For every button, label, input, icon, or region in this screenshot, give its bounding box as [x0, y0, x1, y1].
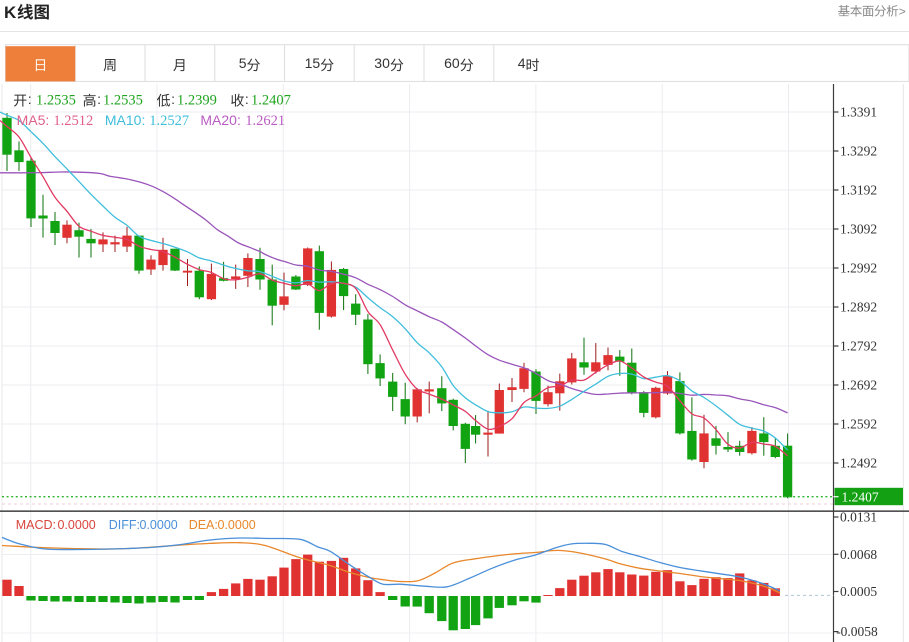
- svg-text:0.0000: 0.0000: [140, 518, 178, 532]
- svg-text:MACD:: MACD:: [16, 518, 56, 532]
- svg-text::: :: [28, 91, 32, 107]
- svg-text:0.0068: 0.0068: [840, 547, 877, 562]
- svg-text::: :: [171, 91, 175, 107]
- svg-text:DEA:: DEA:: [189, 518, 218, 532]
- svg-text:1.3391: 1.3391: [840, 105, 877, 120]
- svg-text:4: 4: [518, 55, 526, 71]
- svg-text:1.2512: 1.2512: [53, 113, 93, 129]
- svg-text:1.2535: 1.2535: [103, 93, 143, 109]
- svg-text:MA5:: MA5:: [17, 112, 50, 128]
- svg-text:1.2692: 1.2692: [840, 378, 877, 393]
- svg-text::: :: [97, 91, 101, 107]
- svg-text:1.2621: 1.2621: [245, 113, 285, 129]
- svg-text:0.0000: 0.0000: [218, 518, 256, 532]
- svg-text:1.3092: 1.3092: [840, 222, 877, 237]
- svg-text:0.0000: 0.0000: [58, 518, 96, 532]
- svg-text:1.2527: 1.2527: [149, 113, 189, 129]
- svg-text:1.2492: 1.2492: [840, 456, 877, 471]
- svg-text:1.2792: 1.2792: [840, 339, 877, 354]
- svg-text:-0.0058: -0.0058: [836, 624, 878, 639]
- svg-text:>: >: [899, 4, 906, 18]
- svg-text:K: K: [4, 3, 17, 22]
- svg-text:1.2535: 1.2535: [36, 93, 76, 109]
- svg-text:15: 15: [305, 55, 321, 71]
- svg-text:1.2892: 1.2892: [840, 300, 877, 315]
- svg-text:1.3192: 1.3192: [840, 183, 877, 198]
- svg-text:DIFF:: DIFF:: [109, 518, 140, 532]
- svg-text:1.2407: 1.2407: [251, 93, 291, 109]
- svg-text:30: 30: [374, 55, 390, 71]
- svg-text:1.2592: 1.2592: [840, 417, 877, 432]
- svg-text::: :: [245, 91, 249, 107]
- svg-text:1.2399: 1.2399: [177, 93, 217, 109]
- svg-text:1.2407: 1.2407: [842, 490, 879, 505]
- svg-text:0.0131: 0.0131: [840, 510, 877, 525]
- svg-text:0.0005: 0.0005: [840, 584, 877, 599]
- svg-text:1.2992: 1.2992: [840, 261, 877, 276]
- svg-text:60: 60: [444, 55, 460, 71]
- svg-text:1.3292: 1.3292: [840, 144, 877, 159]
- svg-text:5: 5: [239, 55, 247, 71]
- svg-text:MA20:: MA20:: [200, 112, 240, 128]
- svg-text:MA10:: MA10:: [105, 112, 145, 128]
